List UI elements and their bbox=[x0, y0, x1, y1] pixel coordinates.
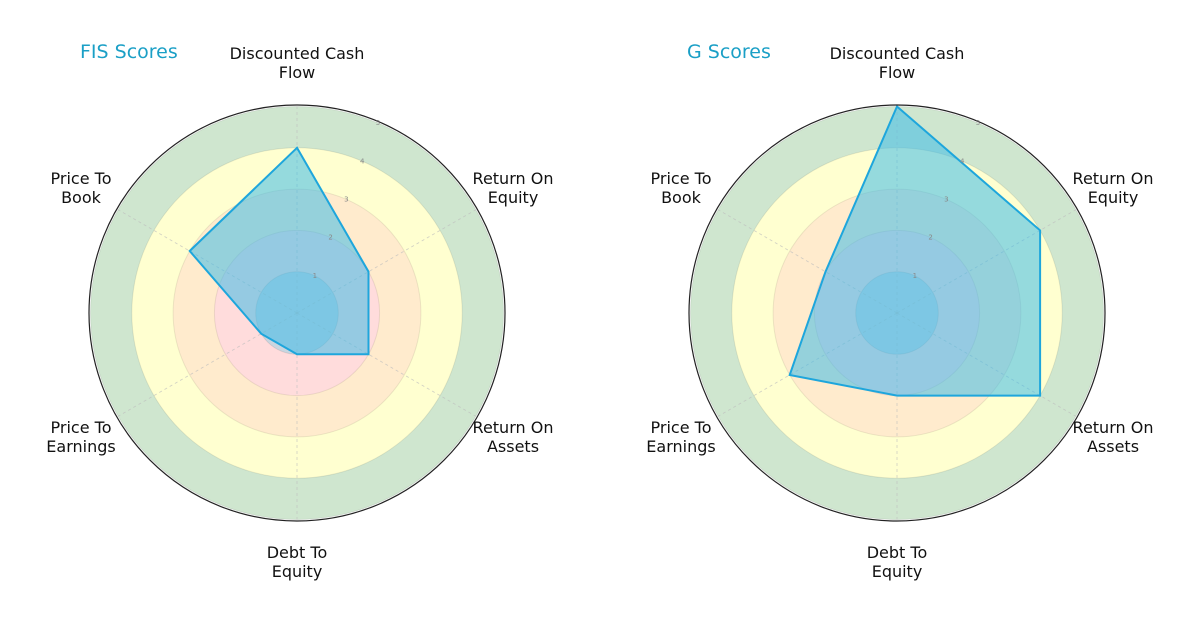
radar-plot: 1 2 3 4 5 bbox=[688, 104, 1106, 522]
axis-label-price-to-book: Price To Book bbox=[650, 169, 712, 207]
radial-tick-label: 1 bbox=[313, 272, 317, 280]
score-polygon bbox=[788, 104, 1042, 397]
radial-tick-label: 4 bbox=[360, 157, 365, 165]
score-polygon bbox=[188, 146, 370, 356]
radial-tick-label: 1 bbox=[913, 272, 917, 280]
radial-tick-label: 3 bbox=[944, 196, 948, 204]
radial-tick-label: 5 bbox=[976, 119, 980, 127]
radial-tick-label: 5 bbox=[376, 119, 380, 127]
axis-label-debt-to-equity: Debt To Equity bbox=[266, 543, 328, 581]
axis-label-return-on-assets: Return On Assets bbox=[1072, 418, 1154, 456]
radial-tick-label: 2 bbox=[928, 234, 932, 242]
radar-plot: 1 2 3 4 5 bbox=[88, 104, 506, 522]
axis-label-price-to-book: Price To Book bbox=[50, 169, 112, 207]
g-radar-chart: G Scores 1 2 3 4 5 Discounted Cash Flow Retu… bbox=[600, 0, 1200, 625]
radial-tick-label: 4 bbox=[960, 157, 965, 165]
axis-label-discounted-cash-flow: Discounted Cash Flow bbox=[829, 44, 965, 82]
chart-title: G Scores bbox=[687, 41, 771, 63]
axis-label-price-to-earnings: Price To Earnings bbox=[46, 418, 116, 456]
radial-tick-label: 2 bbox=[328, 234, 332, 242]
axis-label-discounted-cash-flow: Discounted Cash Flow bbox=[229, 44, 365, 82]
radial-tick-label: 3 bbox=[344, 196, 348, 204]
axis-label-return-on-equity: Return On Equity bbox=[1072, 169, 1154, 207]
fis-radar-chart: FIS Scores 1 2 3 4 5 Discounted Cash Flow Re… bbox=[46, 41, 554, 581]
chart-title: FIS Scores bbox=[80, 41, 178, 63]
axis-label-debt-to-equity: Debt To Equity bbox=[866, 543, 928, 581]
axis-label-return-on-assets: Return On Assets bbox=[472, 418, 554, 456]
axis-label-return-on-equity: Return On Equity bbox=[472, 169, 554, 207]
axis-label-price-to-earnings: Price To Earnings bbox=[646, 418, 716, 456]
